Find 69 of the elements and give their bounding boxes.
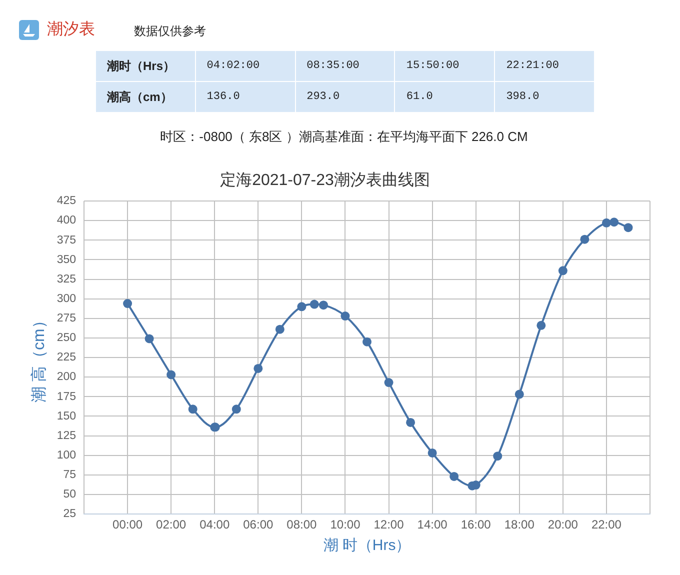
- y-tick-label: 375: [56, 234, 76, 246]
- point: [188, 404, 198, 414]
- point: [275, 324, 284, 334]
- y-tick-label: 200: [56, 371, 76, 384]
- y-tick-label: 425: [56, 195, 76, 208]
- y-tick-label: 325: [56, 273, 76, 286]
- text: 04:02:00: [196, 51, 295, 81]
- point: [450, 472, 459, 481]
- point: [514, 390, 524, 399]
- point: [384, 378, 394, 388]
- y-axis-title: 潮 高（cm）: [30, 312, 48, 402]
- y-tick-label: 275: [56, 312, 76, 325]
- text: 398.0: [495, 82, 594, 112]
- x-tick-label: 22:00: [591, 518, 622, 532]
- x-tick-label: 12:00: [374, 518, 404, 532]
- x-tick-label: 18:00: [504, 518, 535, 532]
- y-tick-label: 25: [63, 508, 76, 520]
- point: [297, 302, 306, 312]
- y-tick-label: 125: [56, 430, 76, 442]
- point: [254, 364, 263, 373]
- y-tick-label: 175: [56, 390, 76, 403]
- text: 潮高（cm）: [96, 82, 195, 112]
- x-tick-label: 14:00: [417, 518, 448, 532]
- point: [602, 218, 611, 228]
- text: 22:21:00: [495, 51, 594, 81]
- y-tick-label: 150: [56, 410, 76, 422]
- x-tick-label: 02:00: [156, 518, 186, 532]
- y-tick-label: 250: [56, 332, 76, 344]
- y-tick-label: 400: [56, 214, 76, 227]
- y-tick-label: 225: [56, 352, 76, 364]
- point: [318, 300, 328, 310]
- point: [558, 266, 568, 276]
- text: 61.0: [395, 82, 494, 112]
- point: [340, 312, 350, 321]
- point: [536, 320, 546, 330]
- chart-title: 定海2021-07-23潮汐表曲线图: [220, 171, 430, 190]
- text: 数据仅供参考: [134, 23, 206, 39]
- point: [624, 223, 633, 232]
- text: 136.0: [196, 82, 295, 112]
- text: 08:35:00: [296, 51, 394, 81]
- x-tick-label: 16:00: [460, 518, 492, 532]
- x-tick-label: 04:00: [200, 518, 230, 532]
- x-tick-label: 00:00: [112, 518, 143, 532]
- y-tick-label: 350: [56, 254, 76, 266]
- text: 潮汐表: [47, 20, 95, 40]
- text: 时区：-0800（ 东8区 ）潮高基准面：在平均海平面下 226.0 CM: [159, 128, 529, 146]
- point: [428, 448, 437, 458]
- point: [144, 334, 154, 344]
- text: 潮时（Hrs）: [96, 51, 195, 81]
- point: [610, 218, 619, 227]
- y-tick-label: 50: [63, 488, 76, 501]
- y-tick-label: 75: [63, 469, 76, 482]
- x-tick-label: 20:00: [548, 518, 578, 532]
- point: [166, 370, 176, 380]
- text: 293.0: [296, 82, 394, 112]
- x-tick-label: 06:00: [243, 518, 274, 532]
- point: [406, 418, 416, 427]
- point: [493, 452, 502, 461]
- point: [362, 337, 372, 346]
- y-tick-label: 300: [56, 292, 76, 305]
- point: [123, 299, 132, 308]
- point: [580, 234, 590, 244]
- y-tick-label: 100: [56, 449, 76, 462]
- x-tick-label: 08:00: [286, 518, 318, 532]
- x-tick-label: 10:00: [330, 518, 361, 532]
- text: 15:50:00: [395, 51, 494, 81]
- x-axis-title: 潮 时（Hrs）: [323, 537, 411, 554]
- point: [310, 300, 319, 309]
- point: [232, 404, 241, 414]
